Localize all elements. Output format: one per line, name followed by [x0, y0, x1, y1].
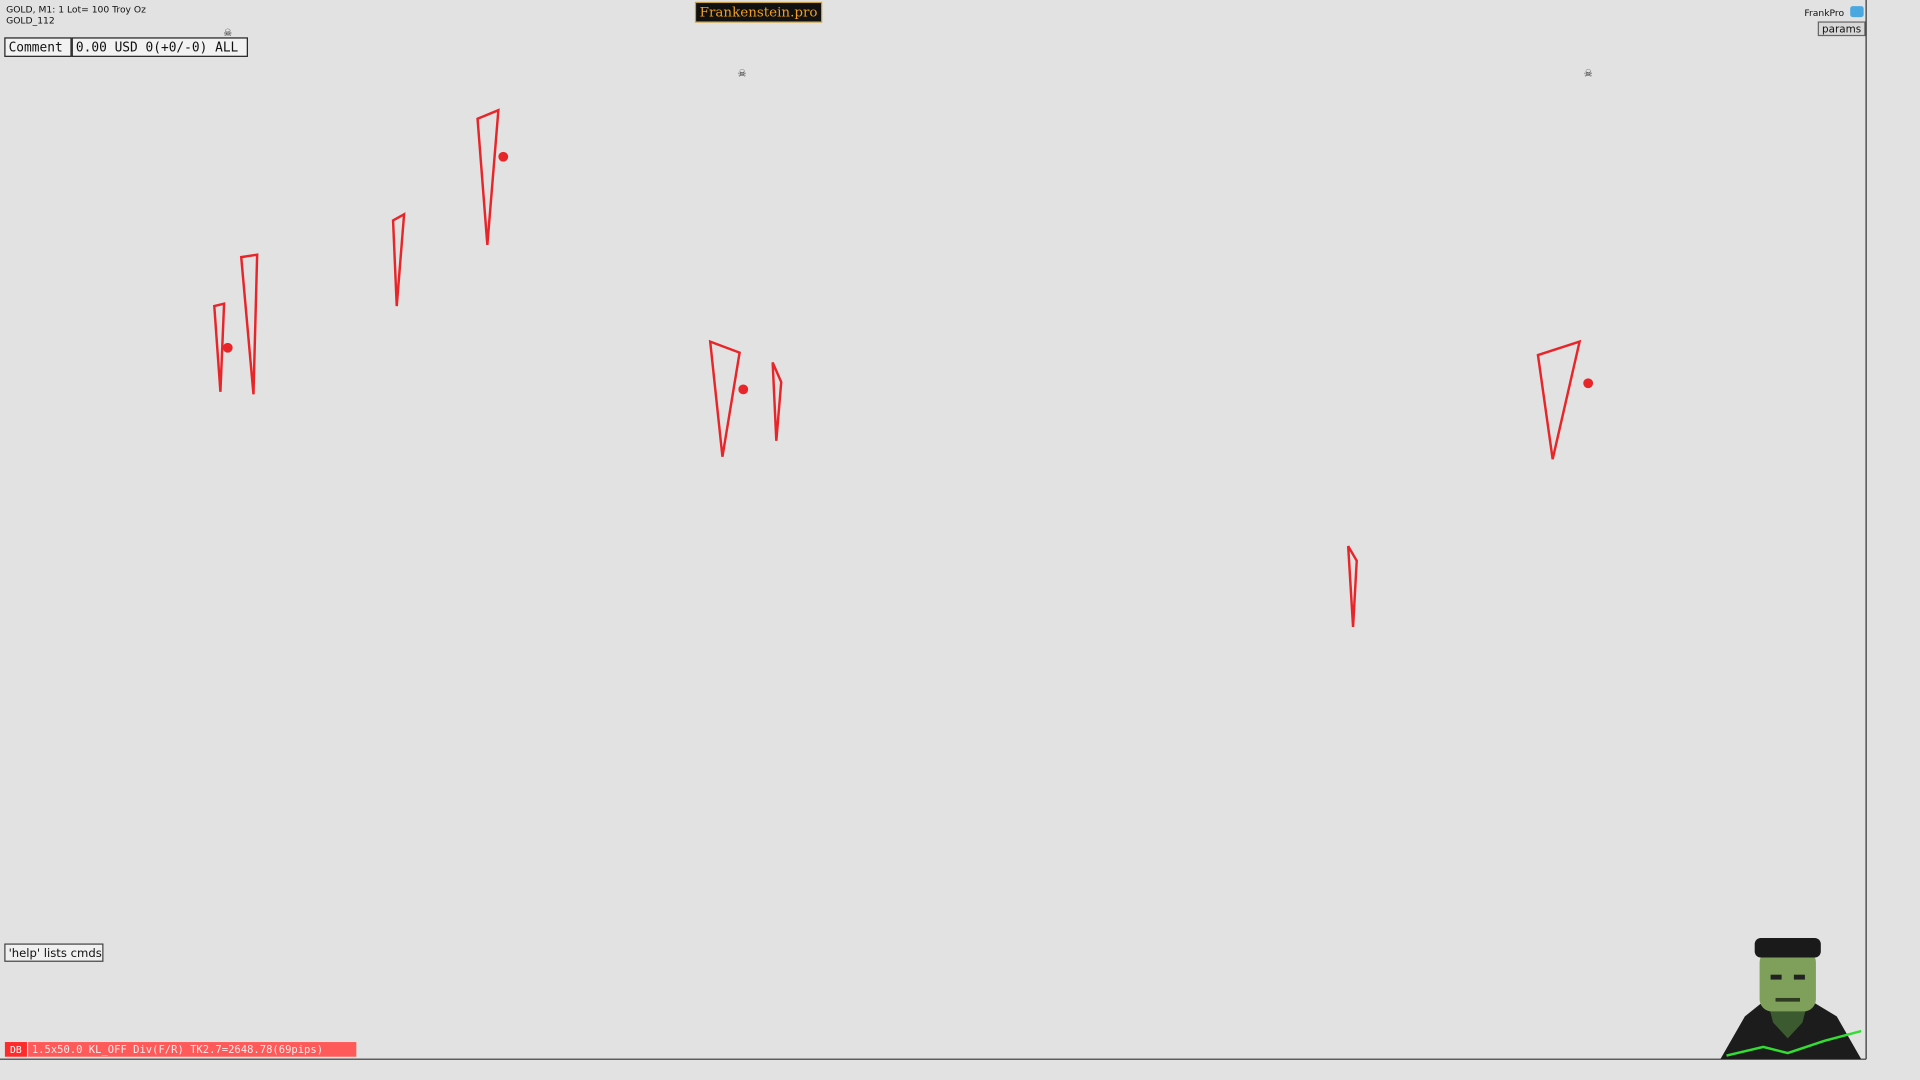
skull-icon: ☠	[223, 28, 232, 39]
params-button[interactable]	[1817, 21, 1866, 37]
annotations: ☠ ☠ ☠	[212, 28, 1594, 628]
status-text: 1.5x50.0 KL_OFF Div(F/R) TK2.7=2648.78(6…	[32, 1044, 323, 1056]
db-triangle	[239, 253, 259, 395]
comment-box	[71, 37, 248, 57]
pattern-shapes	[212, 108, 1582, 628]
signal-dot	[498, 151, 509, 162]
brand: Frankenstein.pro	[700, 5, 818, 20]
db-triangle	[771, 361, 783, 441]
account-id: GOLD_112	[6, 15, 55, 26]
db-triangle	[1536, 339, 1582, 460]
skull-icons: ☠ ☠ ☠	[223, 28, 1592, 79]
mascot	[1720, 937, 1862, 1060]
mascot-eye	[1770, 974, 1782, 980]
mascot-face	[1759, 950, 1816, 1012]
skull-icon: ☠	[738, 68, 747, 79]
db-triangle	[476, 108, 500, 245]
help-box	[4, 943, 104, 962]
user-icon	[1850, 6, 1864, 18]
db-triangle	[391, 212, 406, 307]
user-name: FrankPro	[1804, 8, 1844, 19]
db-triangle	[708, 339, 741, 457]
comment-text: 0.00 USD 0(+0/-0) ALL	[76, 40, 239, 55]
skull-icon: ☠	[1584, 68, 1593, 79]
help-text: 'help' lists cmds	[9, 946, 102, 960]
signal-dot	[738, 384, 749, 395]
params-label[interactable]: params	[1822, 23, 1861, 35]
comment-label-box	[4, 37, 72, 57]
mascot-hair	[1754, 937, 1821, 958]
symbol-info: GOLD, M1: 1 Lot= 100 Troy Oz	[6, 4, 146, 15]
status-tag: DB	[10, 1045, 22, 1056]
mascot-chart	[1726, 1029, 1862, 1057]
signal-dot	[1583, 378, 1594, 389]
status-tag-box	[4, 1042, 27, 1057]
status-box	[28, 1042, 357, 1057]
mascot-mouth	[1775, 997, 1800, 1002]
db-triangle	[1346, 545, 1358, 628]
db-triangle	[212, 302, 226, 392]
signal-dot	[222, 342, 233, 353]
comment-label: Comment	[9, 40, 63, 55]
mascot-eye	[1793, 974, 1805, 980]
signal-dots	[222, 151, 1594, 395]
brand-box	[694, 1, 823, 23]
